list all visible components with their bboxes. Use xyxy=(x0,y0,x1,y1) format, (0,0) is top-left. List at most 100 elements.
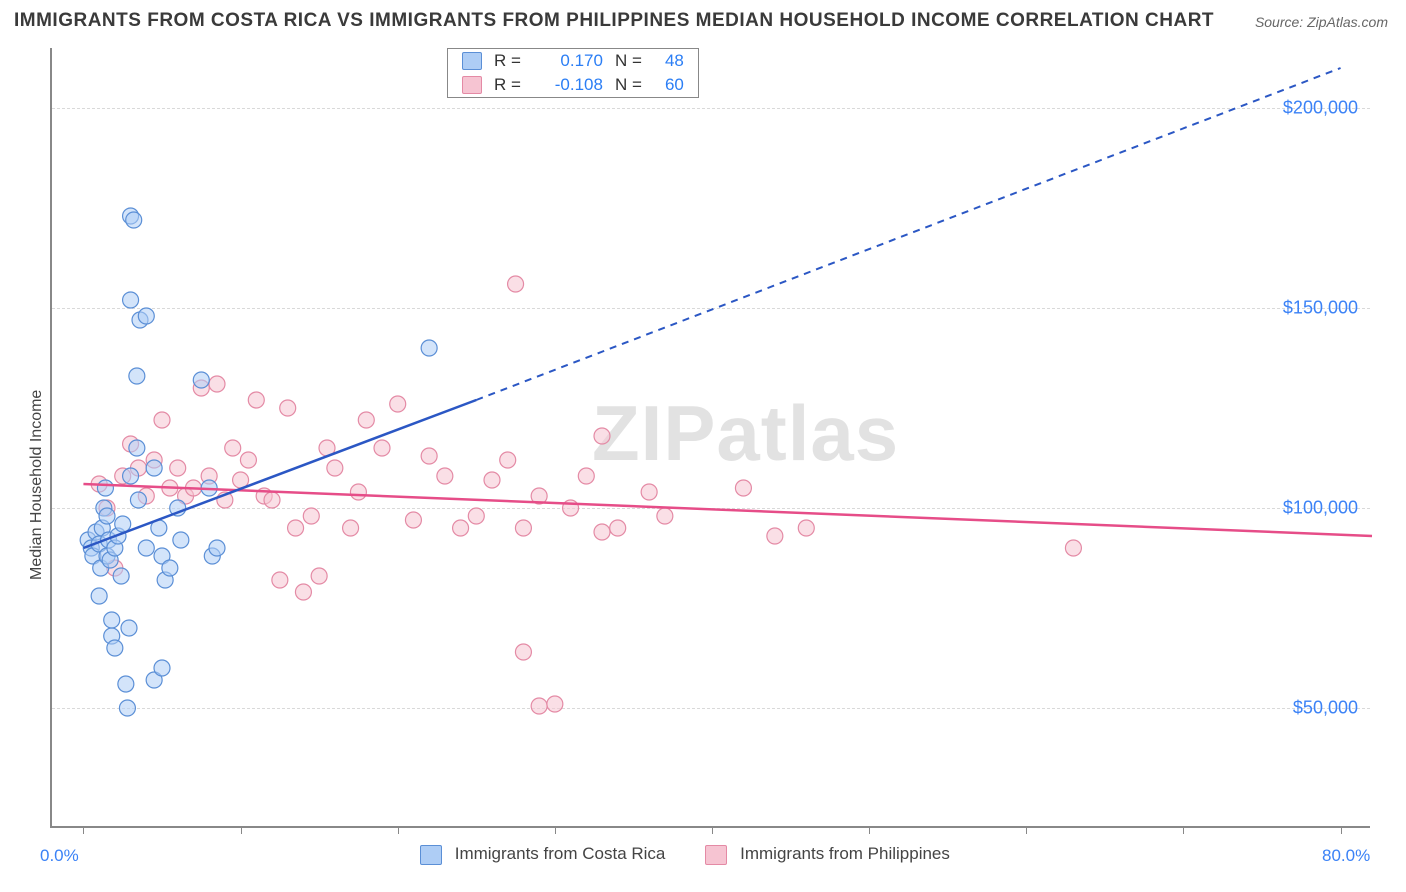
data-point xyxy=(578,468,594,484)
data-point xyxy=(154,412,170,428)
data-point xyxy=(107,640,123,656)
n-value-philippines: 60 xyxy=(654,75,684,95)
data-point xyxy=(468,508,484,524)
x-tick-mark xyxy=(398,826,399,834)
n-label: N = xyxy=(615,51,642,71)
data-point xyxy=(170,460,186,476)
points-philippines xyxy=(91,276,1081,714)
data-point xyxy=(126,212,142,228)
data-point xyxy=(515,644,531,660)
data-point xyxy=(123,468,139,484)
data-point xyxy=(138,308,154,324)
plot-area: ZIPatlas $50,000$100,000$150,000$200,000… xyxy=(50,48,1370,828)
data-point xyxy=(129,368,145,384)
chart-title: IMMIGRANTS FROM COSTA RICA VS IMMIGRANTS… xyxy=(14,10,1214,32)
data-point xyxy=(421,340,437,356)
legend-row-philippines: R = -0.108 N = 60 xyxy=(448,73,698,97)
x-tick-mark xyxy=(555,826,556,834)
x-tick-mark xyxy=(1183,826,1184,834)
source-label: Source: ZipAtlas.com xyxy=(1255,14,1388,30)
legend-swatch-philippines xyxy=(462,76,482,94)
data-point xyxy=(119,700,135,716)
data-point xyxy=(209,376,225,392)
data-point xyxy=(173,532,189,548)
data-point xyxy=(735,480,751,496)
data-point xyxy=(437,468,453,484)
x-tick-mark xyxy=(83,826,84,834)
data-point xyxy=(327,460,343,476)
legend-swatch-costa-rica xyxy=(420,845,442,865)
legend-row-costa-rica: R = 0.170 N = 48 xyxy=(448,49,698,73)
data-point xyxy=(798,520,814,536)
data-point xyxy=(115,516,131,532)
data-point xyxy=(374,440,390,456)
data-point xyxy=(209,540,225,556)
data-point xyxy=(121,620,137,636)
r-value-costa-rica: 0.170 xyxy=(533,51,603,71)
trend-line xyxy=(83,484,1372,536)
legend-label-costa-rica: Immigrants from Costa Rica xyxy=(455,844,666,863)
data-point xyxy=(240,452,256,468)
r-value-philippines: -0.108 xyxy=(533,75,603,95)
data-point xyxy=(641,484,657,500)
y-axis-label: Median Household Income xyxy=(28,390,46,580)
data-point xyxy=(225,440,241,456)
x-tick-mark xyxy=(241,826,242,834)
scatter-svg xyxy=(52,48,1370,826)
legend-swatch-costa-rica xyxy=(462,52,482,70)
data-point xyxy=(767,528,783,544)
data-point xyxy=(1065,540,1081,556)
data-point xyxy=(531,698,547,714)
chart-container: IMMIGRANTS FROM COSTA RICA VS IMMIGRANTS… xyxy=(0,0,1406,892)
data-point xyxy=(358,412,374,428)
data-point xyxy=(610,520,626,536)
legend-item-costa-rica: Immigrants from Costa Rica xyxy=(420,844,665,865)
legend-swatch-philippines xyxy=(705,845,727,865)
data-point xyxy=(104,612,120,628)
data-point xyxy=(594,428,610,444)
data-point xyxy=(295,584,311,600)
data-point xyxy=(500,452,516,468)
data-point xyxy=(130,492,146,508)
data-point xyxy=(515,520,531,536)
trend-line xyxy=(476,68,1340,400)
data-point xyxy=(343,520,359,536)
data-point xyxy=(97,480,113,496)
data-point xyxy=(405,512,421,528)
x-tick-mark xyxy=(712,826,713,834)
data-point xyxy=(288,520,304,536)
n-label: N = xyxy=(615,75,642,95)
data-point xyxy=(146,460,162,476)
data-point xyxy=(123,292,139,308)
data-point xyxy=(280,400,296,416)
data-point xyxy=(264,492,280,508)
data-point xyxy=(138,540,154,556)
data-point xyxy=(508,276,524,292)
data-point xyxy=(484,472,500,488)
data-point xyxy=(193,372,209,388)
n-value-costa-rica: 48 xyxy=(654,51,684,71)
data-point xyxy=(272,572,288,588)
data-point xyxy=(547,696,563,712)
data-point xyxy=(113,568,129,584)
x-axis-max-label: 80.0% xyxy=(1322,846,1370,866)
data-point xyxy=(453,520,469,536)
data-point xyxy=(303,508,319,524)
correlation-legend: R = 0.170 N = 48 R = -0.108 N = 60 xyxy=(447,48,699,98)
data-point xyxy=(162,560,178,576)
data-point xyxy=(118,676,134,692)
data-point xyxy=(248,392,264,408)
legend-label-philippines: Immigrants from Philippines xyxy=(740,844,950,863)
data-point xyxy=(350,484,366,500)
data-point xyxy=(657,508,673,524)
data-point xyxy=(129,440,145,456)
legend-item-philippines: Immigrants from Philippines xyxy=(705,844,949,865)
x-axis-min-label: 0.0% xyxy=(40,846,79,866)
data-point xyxy=(594,524,610,540)
data-point xyxy=(154,660,170,676)
x-tick-mark xyxy=(869,826,870,834)
r-label: R = xyxy=(494,51,521,71)
data-point xyxy=(390,396,406,412)
data-point xyxy=(91,588,107,604)
r-label: R = xyxy=(494,75,521,95)
